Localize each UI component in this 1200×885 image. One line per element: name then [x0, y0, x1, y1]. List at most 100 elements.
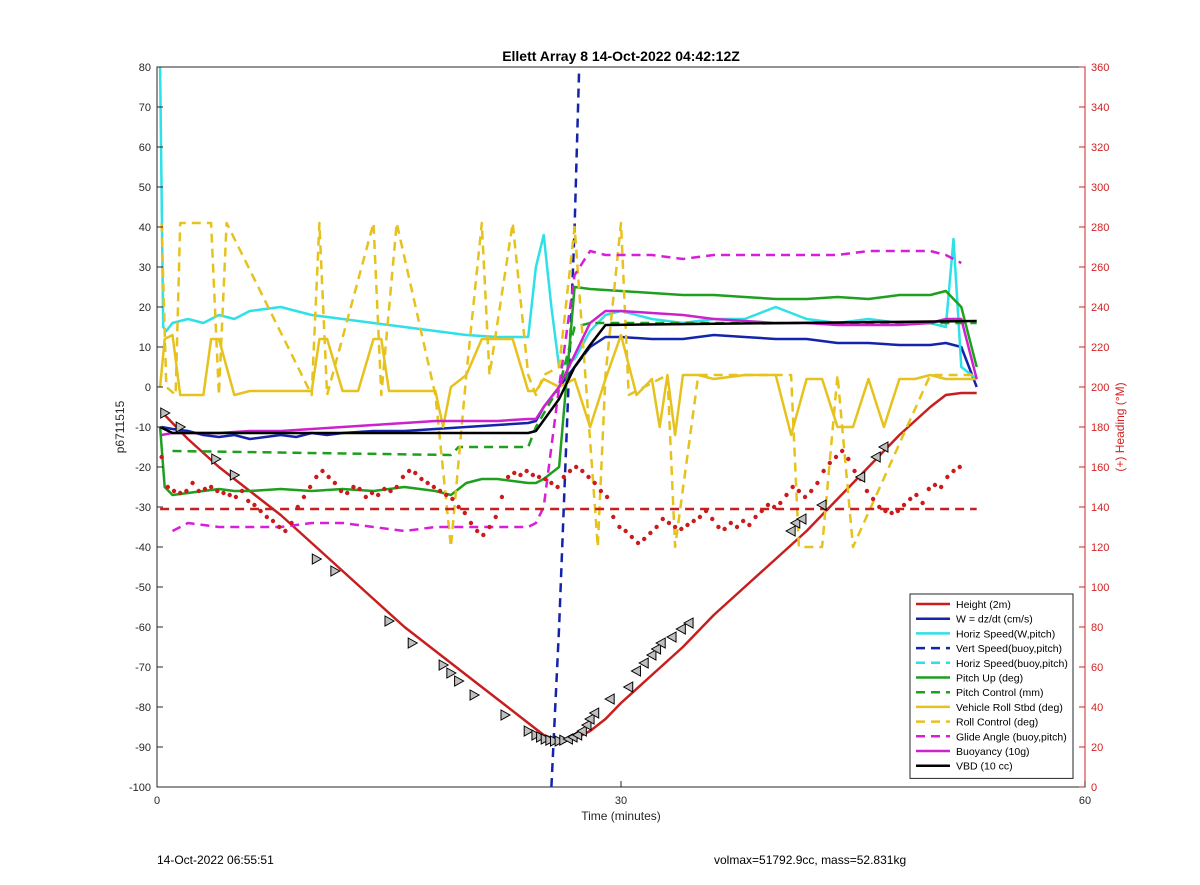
heading-point-117 [883, 508, 888, 514]
heading-point-59 [524, 468, 529, 474]
heading-point-6 [196, 488, 201, 494]
heading-point-41 [413, 470, 418, 476]
y-tick-label-2: -80 [135, 702, 151, 714]
y-tick-label-16: 60 [139, 142, 151, 154]
heading-point-44 [431, 484, 437, 490]
heading-point-33 [363, 494, 368, 500]
heading-point-95 [747, 522, 752, 528]
heading-point-122 [914, 492, 919, 498]
triangle-marker-44 [877, 441, 889, 453]
heading-point-64 [555, 484, 560, 490]
heading-point-29 [338, 488, 344, 494]
legend-label-4: Horiz Speed(buoy,pitch) [956, 658, 1068, 670]
heading-point-120 [901, 502, 907, 508]
heading-point-10 [221, 490, 226, 496]
triangle-marker-20 [559, 734, 570, 747]
triangle-marker-40 [795, 513, 807, 525]
footer-timestamp: 14-Oct-2022 06:55:51 [157, 853, 274, 867]
heading-point-83 [672, 524, 678, 530]
heading-point-17 [264, 514, 270, 520]
triangle-marker-32 [645, 649, 657, 661]
y-tick-label-0: -100 [129, 782, 151, 794]
triangle-marker-37 [683, 617, 694, 629]
heading-point-76 [629, 534, 635, 540]
triangle-marker-0 [160, 407, 171, 419]
y2-tick-label-2: 40 [1091, 702, 1103, 714]
legend-label-3: Vert Speed(buoy,pitch) [956, 643, 1062, 655]
heading-point-88 [703, 508, 709, 514]
heading-point-4 [184, 488, 189, 494]
heading-point-116 [877, 504, 882, 510]
x-tick-label-2: 60 [1079, 795, 1091, 807]
heading-point-129 [957, 464, 962, 470]
legend: Height (2m) W = dz/dt (cm/s) Horiz Speed(W… [909, 593, 1074, 779]
y-tick-label-12: 20 [139, 302, 151, 314]
heading-point-128 [951, 468, 956, 474]
triangle-marker-24 [576, 725, 587, 737]
triangle-marker-29 [622, 681, 634, 693]
y-tick-label-4: -60 [135, 622, 151, 634]
heading-point-104 [802, 494, 808, 500]
heading-point-12 [233, 494, 239, 500]
heading-point-13 [239, 488, 245, 494]
y2-tick-label-18: 360 [1091, 62, 1109, 74]
y2-tick-label-17: 340 [1091, 102, 1109, 114]
heading-point-124 [926, 486, 931, 492]
heading-point-73 [611, 514, 616, 520]
heading-point-14 [246, 498, 251, 504]
triangle-marker-43 [870, 451, 881, 463]
heading-point-92 [728, 520, 734, 526]
heading-point-114 [864, 488, 870, 494]
heading-point-3 [178, 490, 183, 496]
heading-point-42 [419, 476, 424, 482]
heading-point-72 [604, 494, 610, 500]
heading-point-63 [549, 480, 554, 486]
heading-point-23 [301, 494, 307, 500]
y2-tick-label-14: 280 [1091, 222, 1109, 234]
heading-point-53 [487, 524, 492, 530]
triangle-marker-33 [650, 643, 662, 655]
heading-point-8 [208, 484, 214, 490]
heading-point-40 [406, 468, 412, 474]
heading-point-52 [481, 532, 486, 538]
y2-tick-label-15: 300 [1091, 182, 1109, 194]
heading-point-82 [666, 520, 672, 526]
y-tick-label-17: 70 [139, 102, 151, 114]
y-tick-label-3: -70 [135, 662, 151, 674]
y2-tick-label-12: 240 [1091, 302, 1109, 314]
heading-point-106 [815, 480, 820, 486]
series-line-1 [161, 333, 978, 441]
triangle-marker-11 [469, 689, 481, 701]
y-tick-label-6: -40 [135, 542, 151, 554]
y-tick-label-8: -20 [135, 462, 151, 474]
triangle-marker-13 [523, 725, 535, 737]
legend-label-11: VBD (10 cc) [956, 761, 1013, 773]
series-group [158, 66, 978, 788]
heading-point-36 [382, 486, 387, 492]
heading-point-51 [474, 528, 480, 534]
heading-point-100 [778, 500, 783, 506]
legend-label-6: Pitch Control (mm) [956, 687, 1044, 699]
heading-point-69 [586, 474, 591, 480]
heading-point-102 [790, 484, 795, 490]
legend-label-1: W = dz/dt (cm/s) [956, 614, 1033, 626]
heading-point-99 [771, 504, 777, 510]
heading-point-79 [648, 530, 653, 536]
heading-point-47 [450, 496, 455, 502]
heading-point-112 [852, 468, 857, 474]
heading-point-75 [623, 528, 628, 534]
heading-point-49 [462, 510, 467, 516]
y2-tick-label-8: 160 [1091, 462, 1109, 474]
series-line-5 [158, 285, 978, 497]
heading-point-24 [307, 484, 313, 490]
y-tick-label-9: -10 [135, 422, 151, 434]
heading-point-62 [543, 476, 548, 482]
triangle-marker-38 [785, 525, 796, 537]
triangle-marker-2 [211, 453, 222, 465]
y-tick-label-15: 50 [139, 182, 151, 194]
heading-point-60 [530, 472, 536, 478]
heading-point-77 [635, 540, 641, 546]
heading-point-61 [536, 474, 542, 480]
heading-point-19 [276, 524, 282, 530]
